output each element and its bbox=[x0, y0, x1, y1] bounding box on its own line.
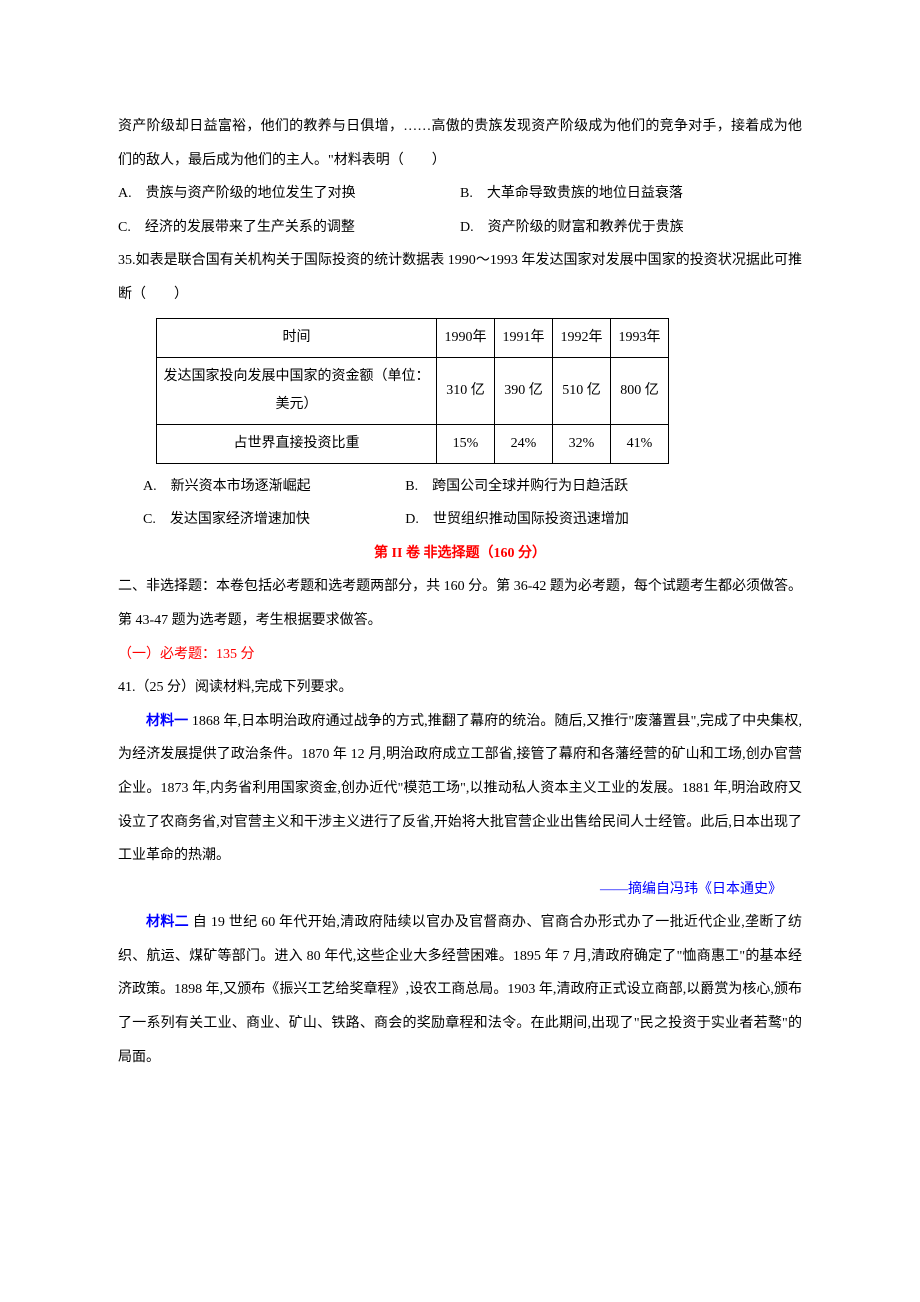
q41-mat2-label: 材料二 bbox=[146, 915, 189, 930]
table-row1-val2: 390 亿 bbox=[495, 357, 553, 424]
q34-options-row1: A. 贵族与资产阶级的地位发生了对换 B. 大革命导致贵族的地位日益衰落 bbox=[118, 177, 802, 211]
q34-option-b: B. 大革命导致贵族的地位日益衰落 bbox=[460, 177, 802, 211]
q34-options-row2: C. 经济的发展带来了生产关系的调整 D. 资产阶级的财富和教养优于贵族 bbox=[118, 211, 802, 245]
q41-mat1-text: 1868 年,日本明治政府通过战争的方式,推翻了幕府的统治。随后,又推行"废藩置… bbox=[118, 714, 802, 863]
q34-option-c: C. 经济的发展带来了生产关系的调整 bbox=[118, 211, 460, 245]
table-header-label: 时间 bbox=[157, 318, 437, 357]
q35-option-a: A. 新兴资本市场逐渐崛起 bbox=[118, 470, 405, 504]
q34-continuation: 资产阶级却日益富裕，他们的教养与日俱增，……高傲的贵族发现资产阶级成为他们的竞争… bbox=[118, 110, 802, 177]
table-row1-label: 发达国家投向发展中国家的资金额（单位：美元） bbox=[157, 357, 437, 424]
q35-option-b: B. 跨国公司全球并购行为日趋活跃 bbox=[405, 470, 802, 504]
table-row1-val3: 510 亿 bbox=[553, 357, 611, 424]
q41-mat1-label: 材料一 bbox=[146, 714, 188, 729]
table-row-amounts: 发达国家投向发展中国家的资金额（单位：美元） 310 亿 390 亿 510 亿… bbox=[157, 357, 669, 424]
q34-option-a: A. 贵族与资产阶级的地位发生了对换 bbox=[118, 177, 460, 211]
q35-options-row1: A. 新兴资本市场逐渐崛起 B. 跨国公司全球并购行为日趋活跃 bbox=[118, 470, 802, 504]
table-row2-val2: 24% bbox=[495, 424, 553, 463]
section2-required-label: （一）必考题：135 分 bbox=[118, 638, 802, 672]
q41-mat2-text: 自 19 世纪 60 年代开始,清政府陆续以官办及官督商办、官商合办形式办了一批… bbox=[118, 915, 802, 1064]
q35-stem: 35.如表是联合国有关机构关于国际投资的统计数据表 1990～1993 年发达国… bbox=[118, 244, 802, 311]
table-row2-val1: 15% bbox=[437, 424, 495, 463]
table-year-1991: 1991年 bbox=[495, 318, 553, 357]
section2-intro: 二、非选择题：本卷包括必考题和选考题两部分，共 160 分。第 36-42 题为… bbox=[118, 570, 802, 637]
q35-options-row2: C. 发达国家经济增速加快 D. 世贸组织推动国际投资迅速增加 bbox=[118, 503, 802, 537]
table-row2-label: 占世界直接投资比重 bbox=[157, 424, 437, 463]
table-row-percent: 占世界直接投资比重 15% 24% 32% 41% bbox=[157, 424, 669, 463]
q41-mat1-source: ——摘编自冯玮《日本通史》 bbox=[118, 873, 802, 907]
table-row2-val4: 41% bbox=[611, 424, 669, 463]
q35-data-table: 时间 1990年 1991年 1992年 1993年 发达国家投向发展中国家的资… bbox=[156, 318, 669, 464]
q35-option-c: C. 发达国家经济增速加快 bbox=[118, 503, 405, 537]
q41-material1: 材料一 1868 年,日本明治政府通过战争的方式,推翻了幕府的统治。随后,又推行… bbox=[118, 705, 802, 873]
table-year-1992: 1992年 bbox=[553, 318, 611, 357]
table-row1-val4: 800 亿 bbox=[611, 357, 669, 424]
table-year-1993: 1993年 bbox=[611, 318, 669, 357]
q41-material2: 材料二 自 19 世纪 60 年代开始,清政府陆续以官办及官督商办、官商合办形式… bbox=[118, 906, 802, 1074]
section2-title: 第 II 卷 非选择题（160 分） bbox=[118, 537, 802, 571]
table-row1-val1: 310 亿 bbox=[437, 357, 495, 424]
table-header-row: 时间 1990年 1991年 1992年 1993年 bbox=[157, 318, 669, 357]
table-year-1990: 1990年 bbox=[437, 318, 495, 357]
q41-stem: 41.（25 分）阅读材料,完成下列要求。 bbox=[118, 671, 802, 705]
q34-option-d: D. 资产阶级的财富和教养优于贵族 bbox=[460, 211, 802, 245]
q35-option-d: D. 世贸组织推动国际投资迅速增加 bbox=[405, 503, 802, 537]
table-row2-val3: 32% bbox=[553, 424, 611, 463]
